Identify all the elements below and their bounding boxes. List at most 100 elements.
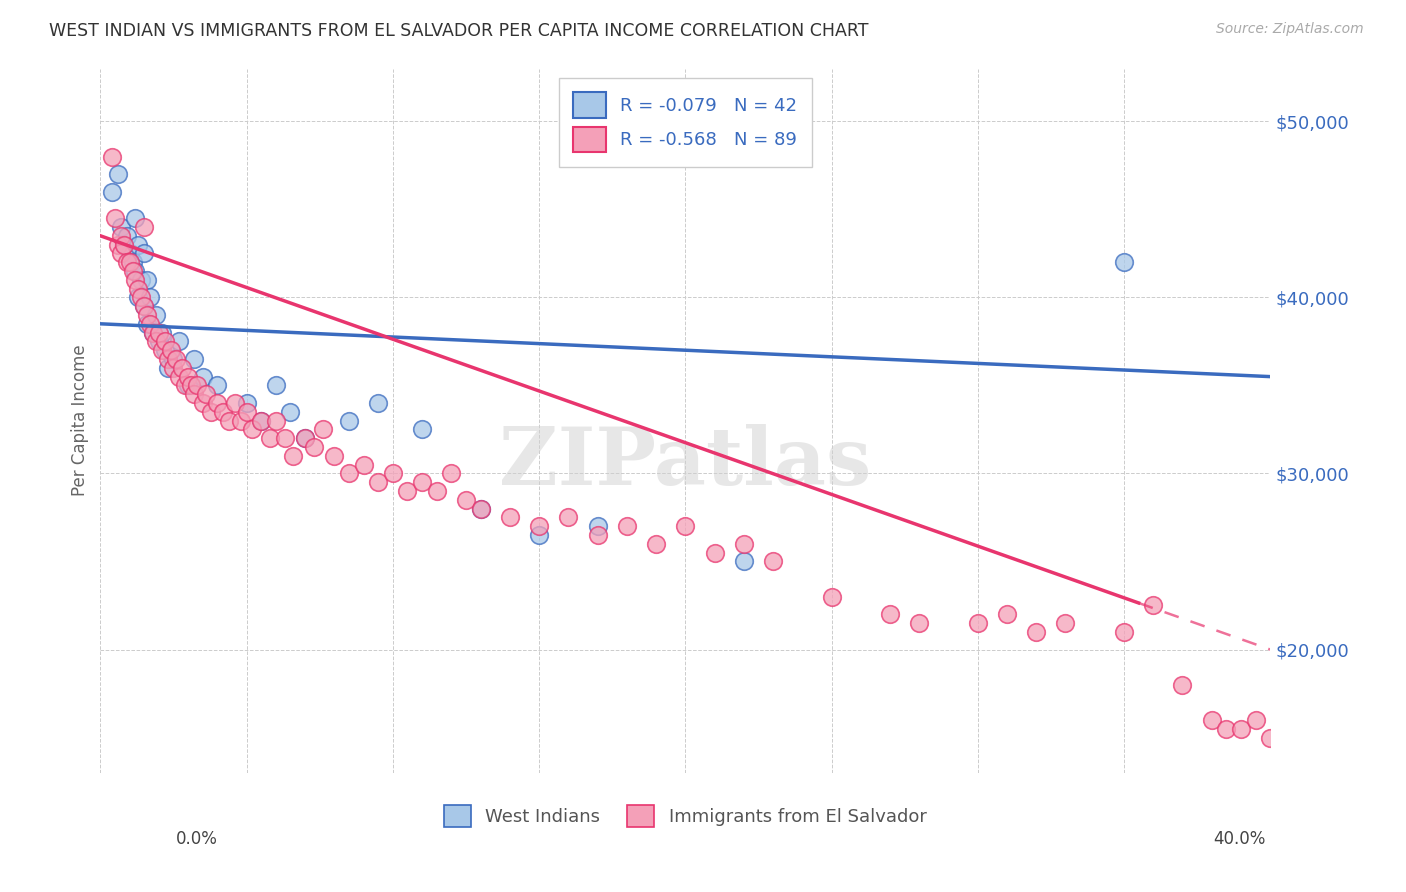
Point [121, 264, 143, 278]
Point [1112, 624, 1135, 639]
Legend: West Indians, Immigrants from El Salvador: West Indians, Immigrants from El Salvado… [436, 797, 934, 834]
Point [879, 607, 901, 622]
Point [115, 228, 138, 243]
Point [1317, 713, 1340, 727]
Point [134, 299, 156, 313]
Text: Source: ZipAtlas.com: Source: ZipAtlas.com [1216, 22, 1364, 37]
Point [150, 343, 173, 358]
Point [1054, 616, 1077, 631]
Point [264, 378, 287, 392]
Point [191, 369, 214, 384]
Point [218, 414, 240, 428]
Point [127, 290, 149, 304]
Point [235, 405, 257, 419]
Point [1274, 704, 1296, 718]
Point [121, 255, 143, 269]
Point [134, 246, 156, 260]
Point [136, 308, 159, 322]
Point [136, 273, 159, 287]
Point [110, 228, 132, 243]
Point [148, 326, 170, 340]
Point [645, 537, 668, 551]
Text: WEST INDIAN VS IMMIGRANTS FROM EL SALVADOR PER CAPITA INCOME CORRELATION CHART: WEST INDIAN VS IMMIGRANTS FROM EL SALVAD… [49, 22, 869, 40]
Point [129, 290, 152, 304]
Point [104, 211, 127, 226]
Point [235, 396, 257, 410]
Point [177, 378, 200, 392]
Text: 0.0%: 0.0% [176, 830, 218, 847]
Point [673, 519, 696, 533]
Text: ZIPatlas: ZIPatlas [499, 424, 872, 502]
Point [396, 484, 419, 499]
Point [107, 167, 129, 181]
Point [1258, 731, 1281, 745]
Point [142, 326, 165, 340]
Point [153, 343, 176, 358]
Point [101, 150, 124, 164]
Point [145, 308, 167, 322]
Point [1244, 713, 1267, 727]
Point [148, 334, 170, 349]
Point [127, 237, 149, 252]
Point [229, 414, 252, 428]
Point [180, 378, 202, 392]
Point [294, 431, 316, 445]
Point [118, 246, 141, 260]
Y-axis label: Per Capita Income: Per Capita Income [72, 345, 89, 497]
Point [337, 467, 360, 481]
Point [733, 554, 755, 568]
Text: 40.0%: 40.0% [1213, 830, 1265, 847]
Point [762, 554, 785, 568]
Point [124, 211, 146, 226]
Point [440, 467, 463, 481]
Point [283, 449, 305, 463]
Point [101, 185, 124, 199]
Point [110, 219, 132, 234]
Point [616, 519, 638, 533]
Point [470, 501, 492, 516]
Point [703, 546, 725, 560]
Point [118, 255, 141, 269]
Point [1201, 713, 1223, 727]
Point [174, 378, 197, 392]
Point [207, 396, 229, 410]
Point [139, 317, 162, 331]
Point [172, 360, 194, 375]
Point [259, 431, 281, 445]
Point [966, 616, 988, 631]
Point [212, 405, 235, 419]
Point [186, 378, 208, 392]
Point [908, 616, 931, 631]
Point [142, 326, 165, 340]
Point [367, 475, 389, 490]
Point [139, 290, 162, 304]
Point [242, 422, 264, 436]
Point [156, 360, 179, 375]
Point [454, 492, 477, 507]
Point [411, 475, 433, 490]
Point [169, 369, 191, 384]
Point [162, 351, 184, 366]
Point [1171, 678, 1194, 692]
Point [586, 519, 609, 533]
Point [156, 351, 179, 366]
Point [134, 299, 156, 313]
Point [107, 237, 129, 252]
Point [337, 414, 360, 428]
Point [280, 405, 302, 419]
Point [820, 590, 842, 604]
Point [311, 422, 333, 436]
Point [1288, 731, 1310, 745]
Point [586, 528, 609, 542]
Point [183, 387, 205, 401]
Point [323, 449, 346, 463]
Point [294, 431, 316, 445]
Point [191, 396, 214, 410]
Point [136, 317, 159, 331]
Point [159, 343, 181, 358]
Point [127, 282, 149, 296]
Point [162, 360, 184, 375]
Point [264, 414, 287, 428]
Point [367, 396, 389, 410]
Point [499, 510, 522, 524]
